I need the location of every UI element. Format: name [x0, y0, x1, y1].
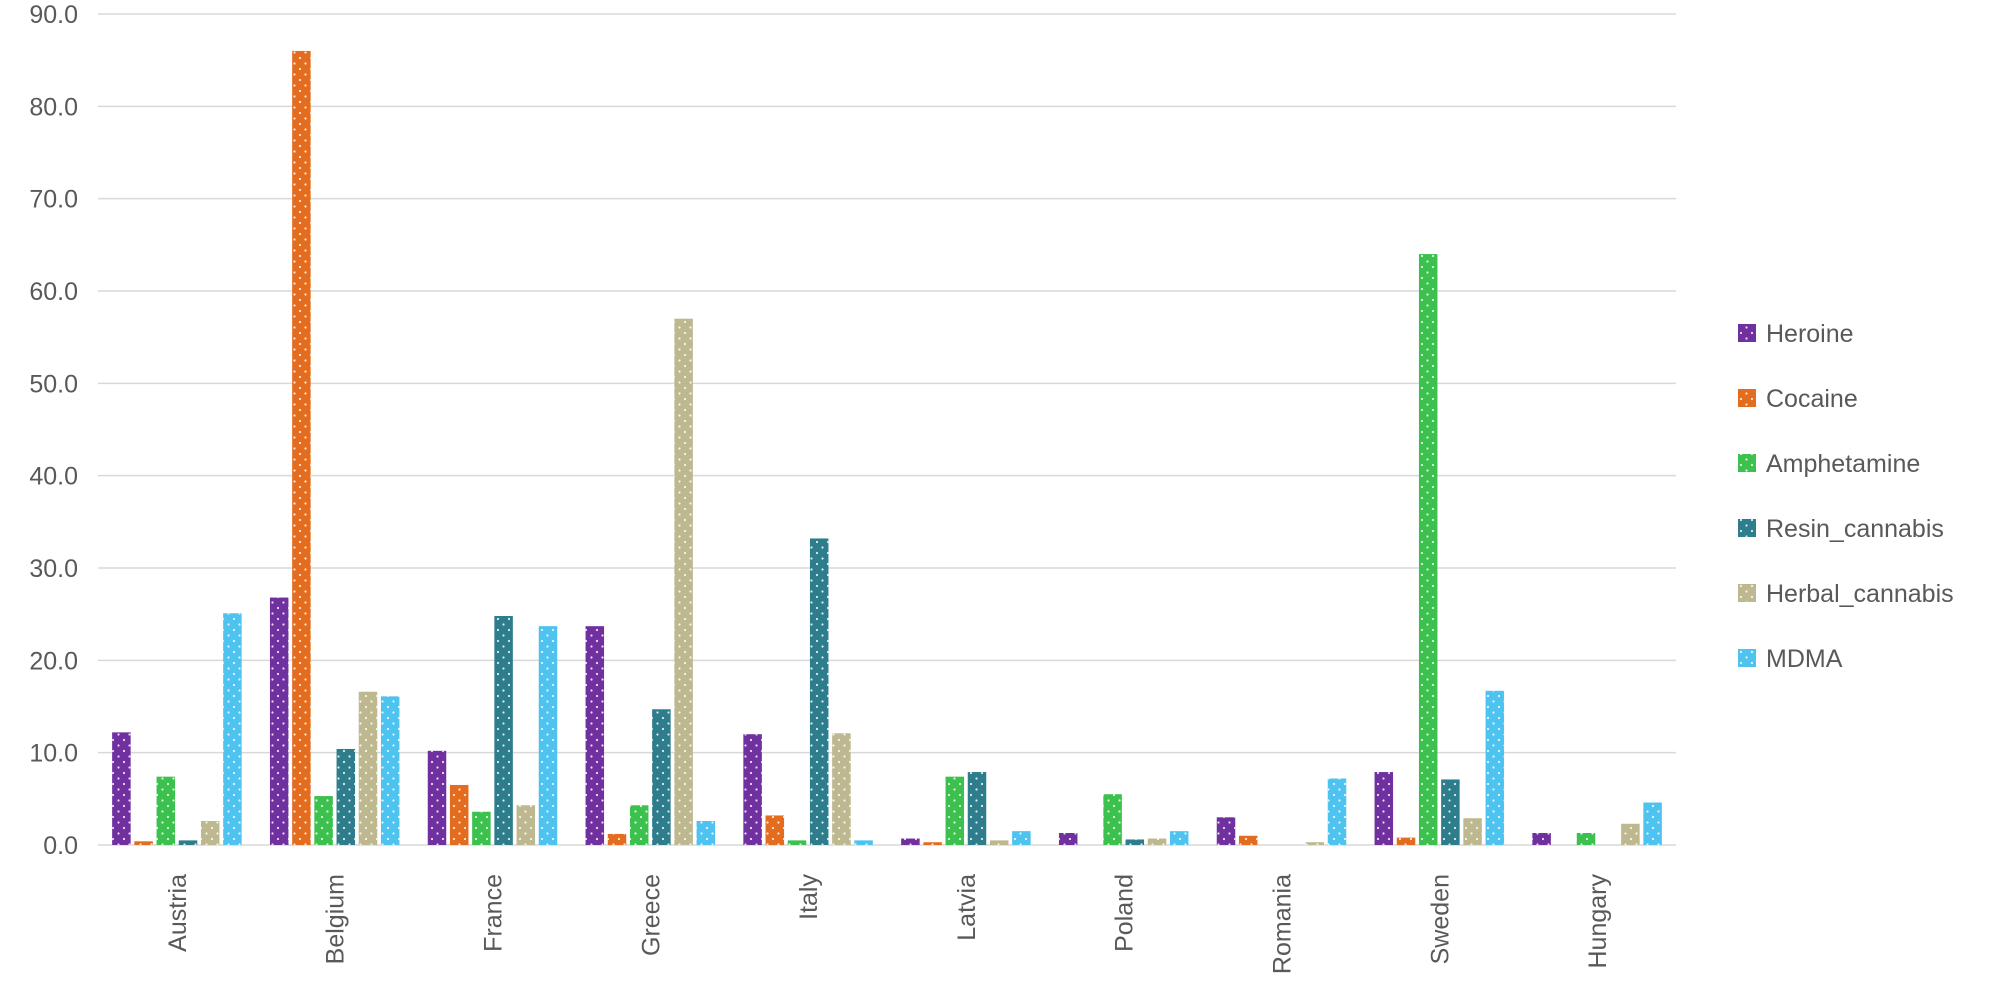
bar-herbal-cannabis-greece [674, 318, 693, 845]
y-tick-label: 80.0 [29, 93, 78, 121]
x-category-label: Hungary [1584, 874, 1612, 969]
bar-cocaine-sweden [1396, 837, 1416, 845]
bar-herbal-cannabis-poland [1147, 838, 1167, 845]
legend-item-cocaine: Cocaine [1738, 385, 1858, 413]
bar-resin-cannabis-france [494, 616, 513, 845]
bar-heroine-romania [1216, 817, 1236, 845]
bar-heroine-belgium [269, 597, 289, 845]
bar-mdma-greece [696, 820, 716, 845]
bar-cocaine-austria [134, 841, 153, 845]
bar-mdma-france [538, 626, 558, 845]
bar-amphetamine-belgium [314, 796, 333, 845]
bar-resin-cannabis-poland [1125, 839, 1145, 845]
legend-label: Heroine [1766, 320, 1854, 348]
y-tick-label: 20.0 [29, 647, 78, 675]
y-tick-label: 90.0 [29, 1, 78, 29]
bar-heroine-hungary [1532, 832, 1551, 845]
bar-herbal-cannabis-austria [200, 820, 220, 845]
bar-heroine-poland [1058, 832, 1078, 845]
bar-heroine-austria [112, 732, 131, 845]
legend-label: Cocaine [1766, 385, 1858, 413]
y-tick-label: 10.0 [29, 740, 78, 768]
y-tick-label: 0.0 [43, 832, 78, 860]
x-category-label: Romania [1269, 874, 1297, 974]
legend-item-mdma: MDMA [1738, 645, 1843, 673]
bar-mdma-austria [223, 613, 242, 845]
bar-mdma-latvia [1012, 831, 1031, 845]
bar-heroine-sweden [1374, 772, 1394, 845]
bar-heroine-greece [585, 626, 605, 845]
x-category-label: Italy [795, 874, 823, 920]
bar-herbal-cannabis-hungary [1621, 823, 1640, 845]
x-category-label: Poland [1111, 874, 1139, 952]
bar-herbal-cannabis-sweden [1463, 818, 1482, 845]
bar-herbal-cannabis-belgium [358, 691, 378, 845]
bar-heroine-latvia [901, 838, 920, 845]
y-tick-label: 40.0 [29, 463, 78, 491]
x-category-label: Sweden [1426, 874, 1454, 964]
bar-cocaine-france [449, 784, 469, 845]
gridlines [98, 13, 1676, 846]
bar-cocaine-latvia [923, 842, 942, 845]
x-category-label: France [480, 874, 508, 952]
bar-resin-cannabis-italy [809, 538, 829, 845]
bar-herbal-cannabis-romania [1305, 842, 1325, 845]
bar-mdma-belgium [380, 696, 400, 845]
bar-heroine-italy [743, 734, 762, 845]
bars [112, 50, 1662, 846]
x-category-label: Austria [164, 874, 192, 952]
x-category-label: Latvia [953, 874, 981, 941]
legend-label: MDMA [1766, 645, 1843, 673]
legend-label: Resin_cannabis [1766, 515, 1944, 543]
bar-herbal-cannabis-italy [832, 733, 851, 845]
bar-herbal-cannabis-latvia [989, 840, 1009, 845]
y-tick-label: 50.0 [29, 370, 78, 398]
x-axis-category-labels: Austria Belgium France Greece Italy Latvia Pol… [164, 874, 1612, 975]
bar-resin-cannabis-latvia [967, 772, 987, 845]
bar-amphetamine-sweden [1418, 254, 1438, 846]
bar-cocaine-belgium [292, 50, 311, 845]
bar-resin-cannabis-austria [178, 840, 198, 845]
bar-mdma-italy [854, 840, 873, 845]
legend-label: Amphetamine [1766, 450, 1920, 478]
bar-amphetamine-hungary [1576, 832, 1596, 845]
bar-amphetamine-poland [1103, 794, 1122, 845]
bar-cocaine-italy [765, 815, 785, 845]
bar-amphetamine-austria [156, 776, 176, 845]
bar-heroine-france [427, 750, 447, 845]
bar-resin-cannabis-belgium [336, 748, 356, 845]
bar-amphetamine-greece [629, 805, 649, 845]
legend: Heroine Cocaine Amphetamine Resin_cannabis H… [1738, 320, 1954, 673]
bar-amphetamine-latvia [945, 776, 965, 845]
legend-item-resin-cannabis: Resin_cannabis [1738, 515, 1944, 543]
bar-amphetamine-italy [787, 840, 807, 845]
bar-herbal-cannabis-france [516, 805, 536, 845]
x-category-label: Greece [637, 874, 665, 956]
y-tick-label: 30.0 [29, 555, 78, 583]
bar-resin-cannabis-greece [652, 709, 671, 845]
y-axis-tick-labels: 0.0 10.0 20.0 30.0 40.0 50.0 60.0 70.0 80.0 90.0 [29, 1, 78, 860]
bar-cocaine-romania [1238, 835, 1258, 845]
legend-item-heroine: Heroine [1738, 320, 1854, 348]
bar-mdma-hungary [1643, 802, 1662, 845]
legend-label: Herbal_cannabis [1766, 580, 1954, 608]
bar-mdma-romania [1327, 778, 1347, 845]
legend-item-herbal-cannabis: Herbal_cannabis [1738, 580, 1954, 608]
bar-cocaine-greece [607, 833, 627, 845]
legend-item-amphetamine: Amphetamine [1738, 450, 1920, 478]
bar-amphetamine-france [472, 811, 491, 845]
x-category-label: Belgium [322, 874, 350, 964]
bar-mdma-poland [1169, 831, 1189, 845]
y-tick-label: 60.0 [29, 278, 78, 306]
y-tick-label: 70.0 [29, 186, 78, 214]
bar-resin-cannabis-sweden [1441, 779, 1460, 845]
bar-mdma-sweden [1485, 690, 1505, 845]
